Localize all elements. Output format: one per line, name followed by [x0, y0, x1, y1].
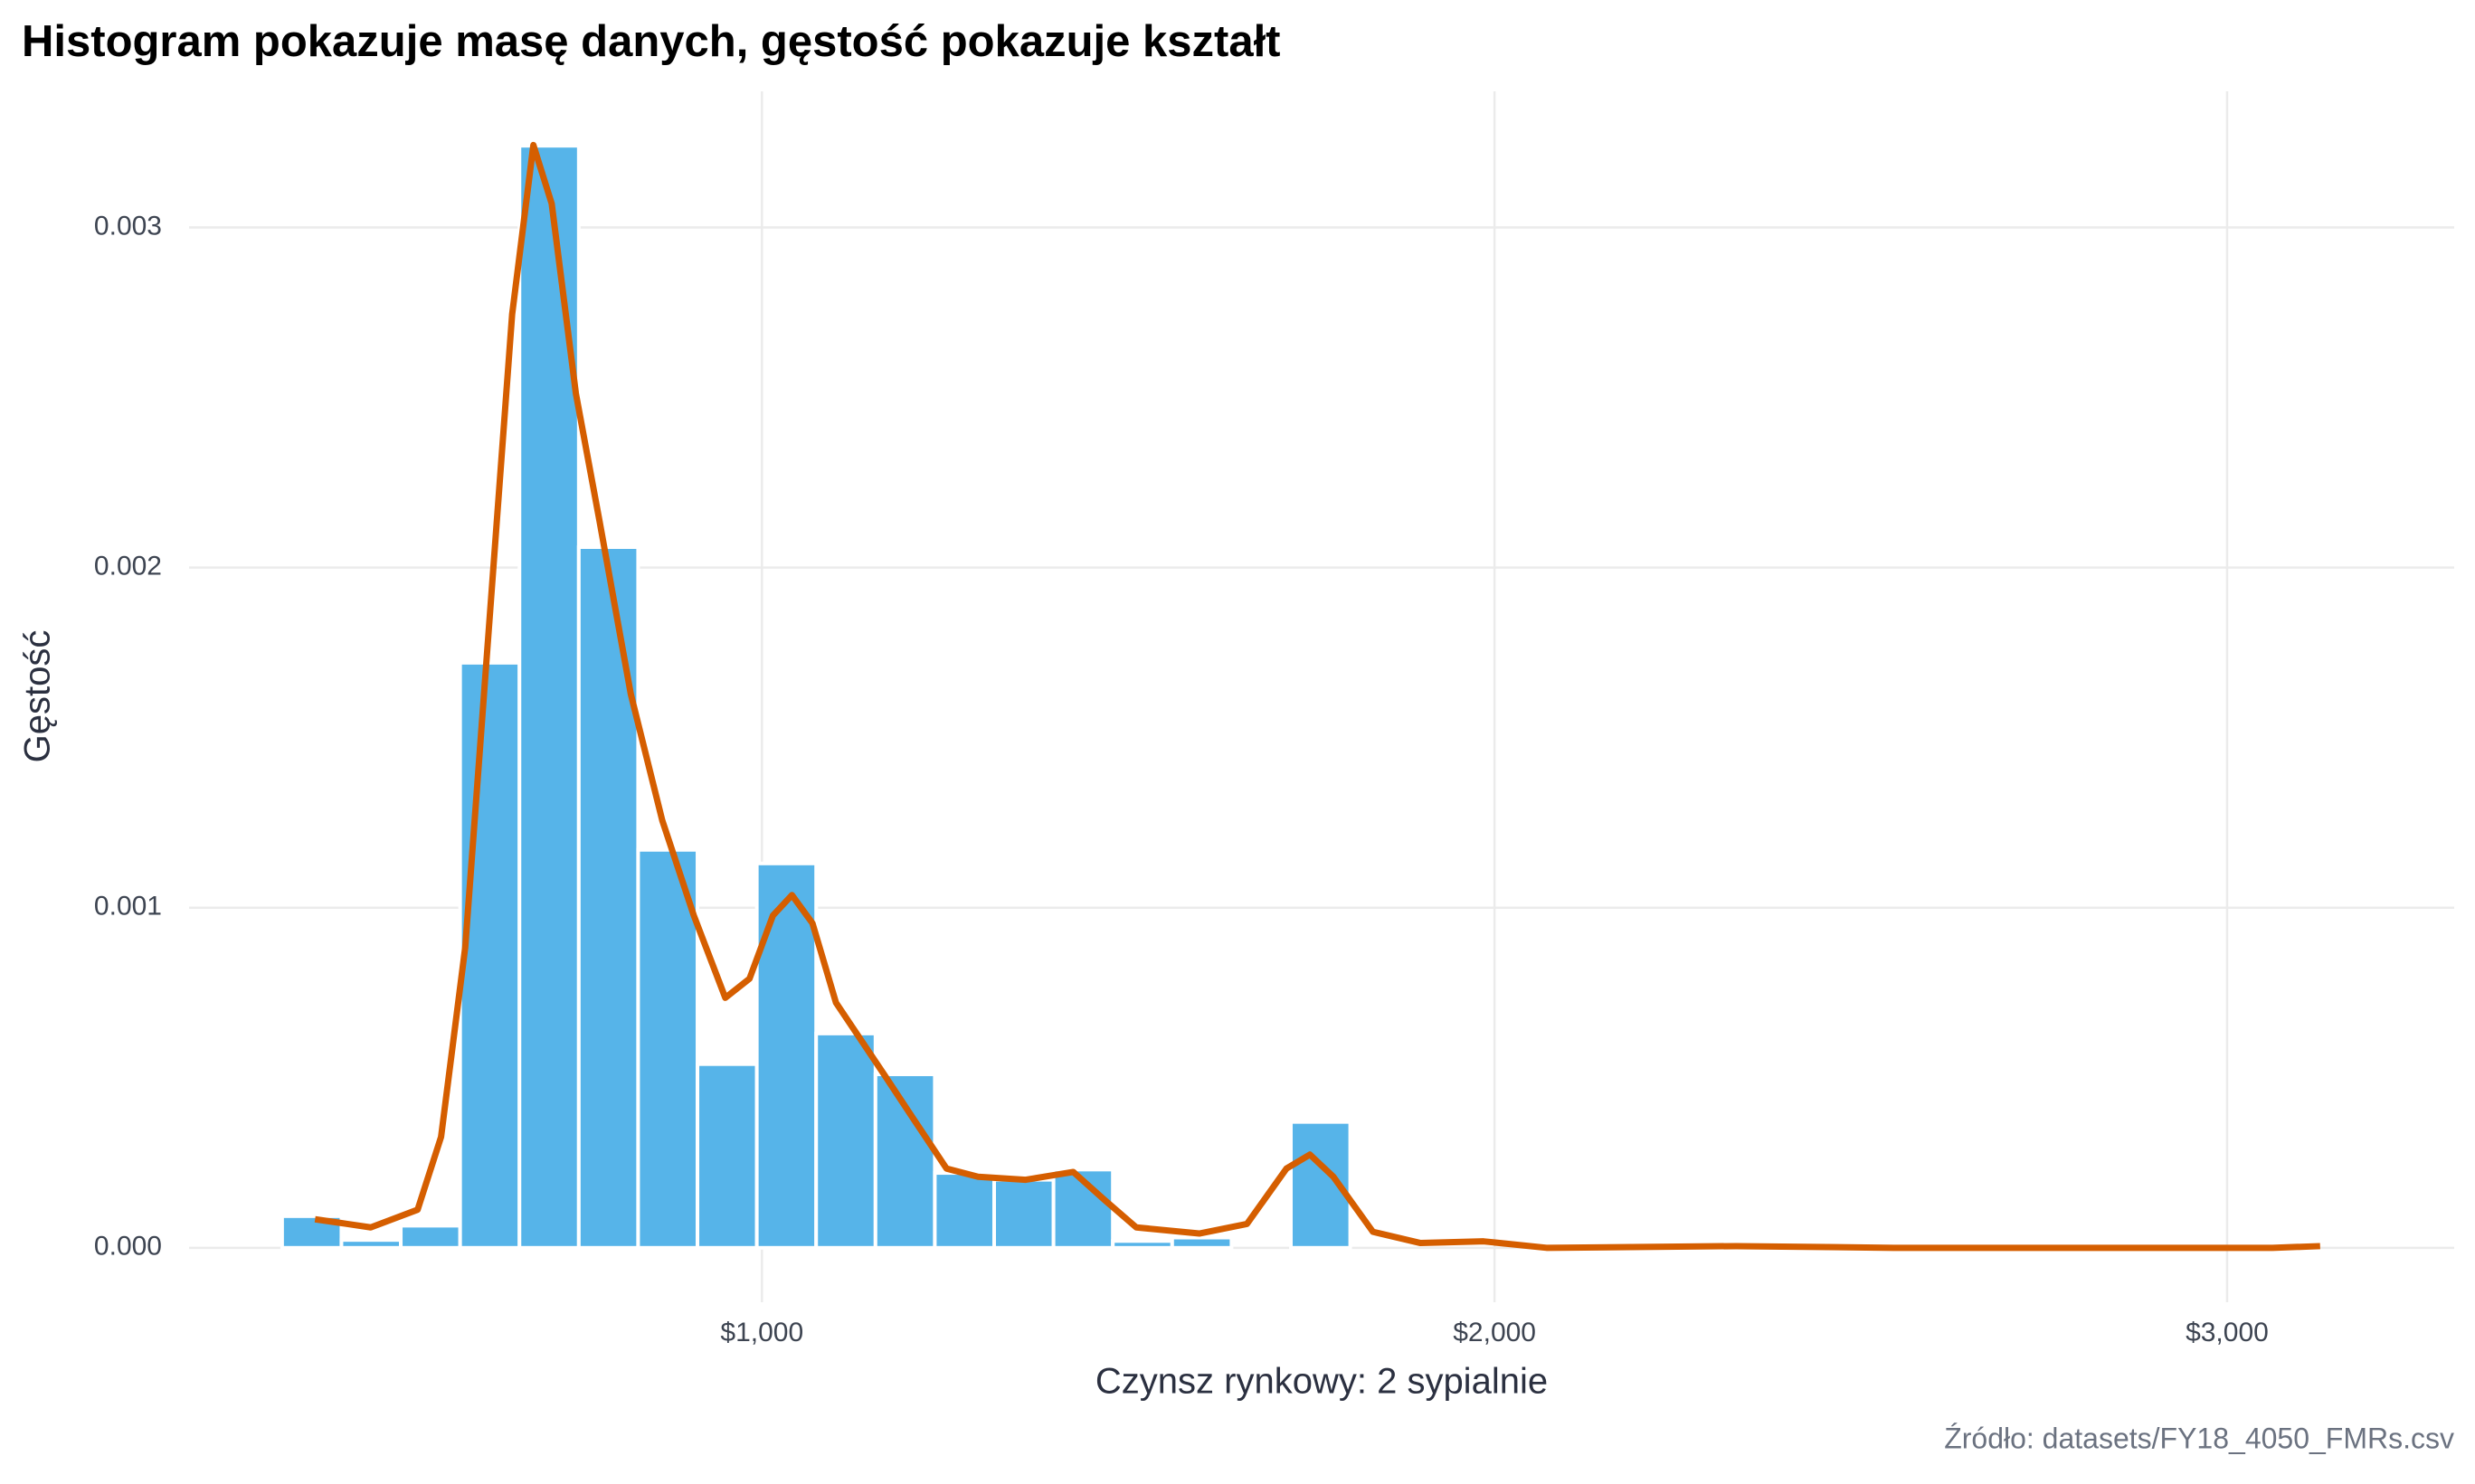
x-axis-title: Czynsz rynkowy: 2 sypialnie [1095, 1362, 1548, 1402]
x-tick-label: $3,000 [2186, 1318, 2269, 1347]
y-tick-label: 0.002 [94, 551, 162, 581]
density-line [314, 141, 2320, 1252]
chart-title: Histogram pokazuje masę danych, gęstość … [22, 17, 1281, 66]
bar [696, 1062, 759, 1250]
y-tick-label: 0.001 [94, 892, 162, 922]
y-tick-label: 0.003 [94, 211, 162, 241]
x-tick-label: $1,000 [720, 1318, 803, 1347]
y-axis-title: Gęstość [18, 630, 58, 763]
bar [399, 1224, 462, 1250]
bar [1111, 1239, 1174, 1250]
caption: Źródło: datasets/FY18_4050_FMRs.csv [1944, 1422, 2454, 1454]
bar [339, 1238, 403, 1250]
bar [1170, 1235, 1234, 1250]
bar [873, 1072, 937, 1250]
bar [517, 144, 581, 1250]
bar [576, 545, 640, 1250]
y-tick-label: 0.000 [94, 1232, 162, 1262]
bar [814, 1031, 877, 1250]
bar [636, 847, 700, 1250]
bar [458, 660, 522, 1250]
x-tick-label: $2,000 [1453, 1318, 1536, 1347]
bar [992, 1177, 1056, 1250]
bar [933, 1171, 997, 1250]
